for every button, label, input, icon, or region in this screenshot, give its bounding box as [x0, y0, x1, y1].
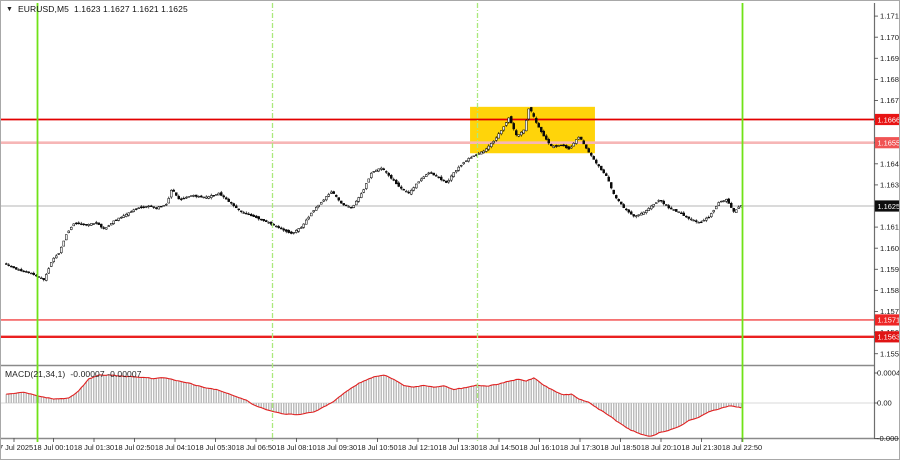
candlestick-series [5, 106, 743, 282]
svg-text:18 Jul 05:30: 18 Jul 05:30 [195, 443, 235, 452]
svg-text:1.1705: 1.1705 [880, 33, 900, 42]
svg-text:18 Jul 14:50: 18 Jul 14:50 [479, 443, 519, 452]
svg-text:1.1635: 1.1635 [880, 181, 900, 190]
level-price-badge [875, 331, 899, 343]
level-price-badge [875, 200, 899, 212]
svg-text:1.1666: 1.1666 [878, 115, 900, 124]
horizontal-level-lines[interactable] [1, 118, 874, 338]
ohlc-values: 1.1623 1.1627 1.1621 1.1625 [74, 4, 188, 14]
svg-text:18 Jul 06:50: 18 Jul 06:50 [236, 443, 276, 452]
svg-text:18 Jul 12:10: 18 Jul 12:10 [398, 443, 438, 452]
svg-text:18 Jul 04:10: 18 Jul 04:10 [155, 443, 195, 452]
svg-text:1.1685: 1.1685 [880, 75, 900, 84]
svg-text:18 Jul 09:30: 18 Jul 09:30 [317, 443, 357, 452]
svg-text:1.1655: 1.1655 [878, 139, 900, 148]
svg-text:18 Jul 17:30: 18 Jul 17:30 [560, 443, 600, 452]
svg-text:18 Jul 13:30: 18 Jul 13:30 [438, 443, 478, 452]
svg-text:18 Jul 08:10: 18 Jul 08:10 [276, 443, 316, 452]
level-price-badge [875, 113, 899, 126]
svg-text:1.1695: 1.1695 [880, 54, 900, 63]
macd-name: MACD(21,34,1) [5, 369, 66, 379]
level-price-badge [875, 314, 899, 326]
svg-text:18 Jul 22:50: 18 Jul 22:50 [722, 443, 762, 452]
axis-column-bg [875, 1, 899, 438]
svg-text:17 Jul 2025: 17 Jul 2025 [1, 443, 33, 452]
level-price-badge [875, 137, 899, 149]
svg-text:1.1595: 1.1595 [880, 265, 900, 274]
svg-text:1.1563: 1.1563 [878, 333, 900, 342]
svg-text:0.00044: 0.00044 [877, 369, 900, 378]
macd-indicator-label: MACD(21,34,1) -0.00007 -0.00007 [5, 369, 142, 379]
svg-text:0.00: 0.00 [877, 399, 892, 408]
macd-values: -0.00007 -0.00007 [70, 369, 142, 379]
macd-histogram [5, 374, 742, 437]
svg-text:1.1605: 1.1605 [880, 244, 900, 253]
symbol-dropdown-icon[interactable]: ▼ [6, 5, 14, 13]
svg-text:1.1645: 1.1645 [880, 159, 900, 168]
svg-text:1.1555: 1.1555 [880, 349, 900, 358]
svg-text:18 Jul 00:10: 18 Jul 00:10 [33, 443, 73, 452]
vertical-marker-lines[interactable] [36, 3, 744, 442]
svg-text:18 Jul 02:50: 18 Jul 02:50 [114, 443, 154, 452]
svg-text:1.1575: 1.1575 [880, 307, 900, 316]
svg-text:18 Jul 21:30: 18 Jul 21:30 [681, 443, 721, 452]
svg-text:1.1571: 1.1571 [878, 316, 900, 325]
svg-text:1.1585: 1.1585 [880, 286, 900, 295]
svg-text:18 Jul 16:10: 18 Jul 16:10 [519, 443, 559, 452]
svg-text:18 Jul 10:50: 18 Jul 10:50 [357, 443, 397, 452]
svg-text:18 Jul 01:30: 18 Jul 01:30 [74, 443, 114, 452]
macd-line [6, 374, 742, 437]
symbol-info-line: ▼ EURUSD,M5 1.1623 1.1627 1.1621 1.1625 [6, 4, 188, 14]
svg-text:-0.00052: -0.00052 [877, 434, 900, 443]
symbol-timeframe-label: EURUSD,M5 [18, 4, 69, 14]
svg-text:1.1675: 1.1675 [880, 96, 900, 105]
svg-text:18 Jul 20:10: 18 Jul 20:10 [641, 443, 681, 452]
svg-text:18 Jul 18:50: 18 Jul 18:50 [600, 443, 640, 452]
svg-text:1.1715: 1.1715 [880, 12, 900, 21]
price-level-badges: 1.1666 1.1655 1.1571 1.1563 1.1625 [875, 113, 900, 343]
macd-axis-labels: 0.00044 0.00 -0.00052 [874, 369, 900, 443]
svg-text:1.1625: 1.1625 [878, 202, 900, 211]
svg-text:1.1615: 1.1615 [880, 223, 900, 232]
